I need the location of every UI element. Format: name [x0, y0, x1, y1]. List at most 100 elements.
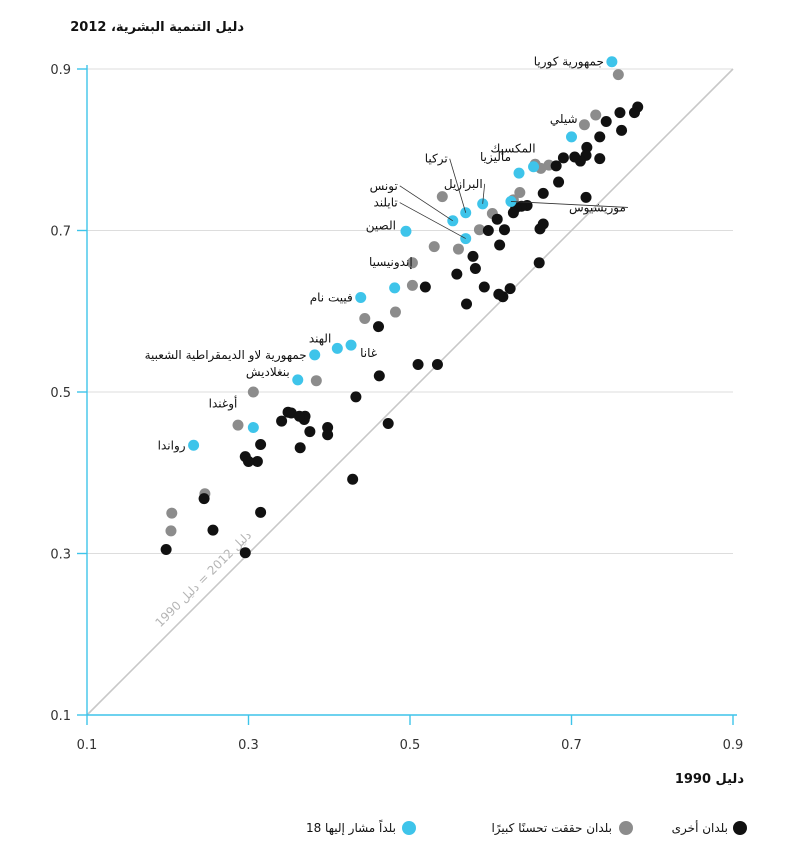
point-other-19: [507, 207, 519, 219]
y-tick-label-3: 0.7: [50, 225, 71, 240]
point-improved-22: [165, 525, 177, 537]
point-improved-6: [514, 187, 526, 199]
point-highlight-3: [513, 167, 525, 179]
leader-line-4: [482, 183, 486, 204]
y-axis-title: دليل التنمية البشرية، 2012: [70, 20, 244, 35]
point-other-45: [293, 410, 305, 422]
point-other-12: [550, 160, 562, 172]
point-other-5: [594, 131, 606, 143]
legend-marker-improved: [619, 821, 633, 835]
point-other-24: [482, 225, 494, 236]
x-tick-label-1: 0.3: [238, 738, 259, 753]
point-other-50: [322, 429, 334, 441]
point-other-37: [431, 359, 443, 371]
leader-line-7: [399, 185, 454, 222]
point-improved-11: [436, 191, 448, 203]
point-other-28: [451, 268, 463, 280]
points-layer: [160, 56, 644, 559]
point-other-15: [580, 191, 592, 203]
point-other-3: [600, 115, 612, 127]
leader-line-6: [449, 158, 467, 213]
point-other-61: [239, 547, 251, 559]
point-improved-12: [428, 241, 440, 253]
point-label-17: رواندا: [158, 438, 186, 453]
point-other-40: [350, 391, 362, 403]
point-label-8: تايلند: [373, 196, 397, 210]
point-highlight-9: [400, 225, 412, 237]
point-label-2: المكسيك: [491, 142, 536, 156]
x-tick-label-0: 0.1: [77, 738, 98, 753]
point-other-31: [419, 281, 431, 293]
legend-label-other: بلدان أخرى: [672, 820, 728, 836]
point-highlight-2: [528, 161, 540, 173]
point-improved-14: [406, 279, 418, 291]
point-other-10: [557, 152, 569, 164]
axes-layer: 0.1 0.3 0.5 0.7 0.9 0.1 0.3 0.5 0.7 0.9: [50, 63, 743, 753]
point-other-34: [493, 288, 505, 300]
point-other-1: [628, 107, 640, 119]
point-label-5: موريشيوس: [569, 200, 626, 215]
point-highlight-15: [292, 374, 304, 386]
point-other-11: [594, 153, 606, 165]
point-label-1: شيلي: [550, 112, 578, 126]
point-highlight-16: [247, 422, 259, 434]
point-other-6: [581, 141, 593, 153]
point-other-58: [255, 506, 267, 518]
point-other-51: [294, 442, 306, 454]
leader-line-5: [510, 201, 628, 208]
y-tick-label-2: 0.5: [50, 386, 71, 401]
point-improved-17: [310, 375, 322, 387]
y-tick-label-4: 0.9: [50, 63, 71, 78]
point-other-54: [251, 455, 263, 467]
point-other-60: [160, 543, 172, 555]
point-label-16: أوغندا: [209, 396, 238, 412]
point-other-29: [469, 262, 481, 274]
y-tick-label-0: 0.1: [50, 709, 71, 724]
point-improved-15: [389, 306, 401, 318]
point-highlight-13: [331, 342, 343, 354]
point-other-4: [616, 124, 628, 136]
point-other-23: [498, 224, 510, 236]
x-tick-label-3: 0.7: [561, 738, 582, 753]
y-tick-label-1: 0.3: [50, 548, 71, 563]
point-label-10: إندونيسيا: [369, 255, 413, 270]
legend-marker-highlight: [402, 821, 416, 835]
point-label-6: تركيا: [425, 152, 448, 167]
point-label-3: ماليزيا: [480, 150, 511, 165]
point-label-15: بنغلاديش: [246, 365, 290, 380]
point-other-32: [504, 283, 516, 295]
point-other-30: [478, 281, 490, 293]
point-improved-16: [359, 313, 371, 325]
point-other-52: [255, 438, 267, 450]
point-improved-18: [247, 386, 259, 398]
point-other-26: [467, 250, 479, 262]
point-other-13: [553, 176, 565, 188]
point-highlight-14: [309, 349, 321, 361]
point-other-9: [569, 151, 581, 163]
point-other-57: [347, 473, 359, 485]
point-other-2: [614, 107, 626, 119]
point-other-38: [412, 359, 424, 371]
point-highlight-17: [188, 439, 200, 451]
point-improved-19: [232, 419, 244, 431]
point-other-47: [382, 417, 394, 429]
point-highlight-12: [345, 339, 357, 351]
point-label-9: الصين: [366, 218, 396, 233]
x-tick-label-2: 0.5: [400, 738, 421, 753]
point-label-11: فييت نام: [310, 291, 353, 305]
point-highlight-11: [355, 292, 367, 304]
legend-label-improved: بلدان حققت تحسنًا كبيرًا: [491, 821, 612, 836]
point-improved-0: [612, 69, 624, 81]
point-highlight-10: [389, 282, 401, 294]
point-label-0: جمهورية كوريا: [534, 55, 604, 70]
diagonal-label: دليل 2012 = دليل 1990: [152, 528, 254, 630]
legend-marker-other: [733, 821, 747, 835]
point-other-36: [373, 321, 385, 333]
legend: بلدان أخرى بلدان حققت تحسنًا كبيرًا 18 ب…: [306, 819, 747, 836]
point-other-59: [207, 524, 219, 536]
point-label-4: البرازيل: [444, 177, 483, 192]
point-improved-1: [590, 109, 602, 121]
